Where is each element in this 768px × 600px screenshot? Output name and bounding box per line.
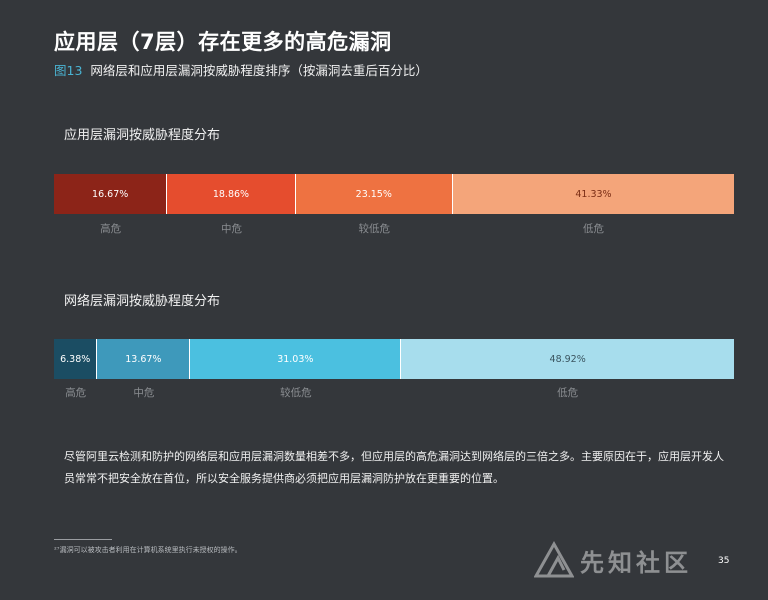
- watermark-text: 先知社区: [580, 548, 692, 577]
- footnote: ²⁷漏洞可以被攻击者利用在计算机系统里执行未授权的操作。: [54, 546, 242, 554]
- body-paragraph: 尽管阿里云检测和防护的网络层和应用层漏洞数量相差不多，但应用层的高危漏洞达到网络…: [64, 450, 724, 485]
- bar-segment: 18.86%: [167, 174, 296, 214]
- stacked-bar-network-layer: 6.38% 13.67% 31.03% 48.92%: [54, 339, 734, 379]
- category-label: 高危: [100, 223, 122, 235]
- watermark-logo-icon: [534, 540, 574, 578]
- category-label: 较低危: [280, 387, 312, 399]
- category-labels-network-layer: 高危 中危 较低危 低危: [54, 385, 734, 401]
- bar-segment: 13.67%: [97, 339, 191, 379]
- category-label: 中危: [133, 387, 155, 399]
- bar-segment: 23.15%: [295, 174, 453, 214]
- data-label: 6.38%: [60, 353, 91, 365]
- watermark: 先知社区: [534, 540, 692, 580]
- footnote-divider: [54, 539, 112, 540]
- bar-segment: 16.67%: [54, 174, 168, 214]
- data-label: 13.67%: [125, 353, 162, 365]
- chart-title-network-layer: 网络层漏洞按威胁程度分布: [64, 294, 221, 309]
- bar-segment: 6.38%: [54, 339, 98, 379]
- category-label: 高危: [65, 387, 87, 399]
- category-label: 中危: [220, 223, 242, 235]
- category-label: 低危: [557, 387, 579, 399]
- figure-caption: 图13 网络层和应用层漏洞按威胁程度排序（按漏洞去重后百分比）: [54, 60, 428, 79]
- data-label: 41.33%: [575, 188, 612, 200]
- category-label: 低危: [582, 223, 604, 235]
- category-labels-application-layer: 高危 中危 较低危 低危: [54, 221, 734, 237]
- page-title: 应用层（7层）存在更多的高危漏洞: [54, 30, 392, 54]
- bar-segment: 31.03%: [190, 339, 402, 379]
- figure-subtitle: 网络层和应用层漏洞按威胁程度排序（按漏洞去重后百分比）: [90, 63, 428, 78]
- bar-segment: 41.33%: [452, 174, 734, 214]
- bar-segment: 48.92%: [401, 339, 734, 379]
- category-label: 较低危: [358, 223, 391, 235]
- data-label: 18.86%: [212, 188, 250, 200]
- data-label: 23.15%: [355, 188, 392, 200]
- chart-title-application-layer: 应用层漏洞按威胁程度分布: [64, 128, 221, 143]
- data-label: 16.67%: [92, 188, 129, 200]
- data-label: 48.92%: [549, 353, 586, 365]
- stacked-bar-application-layer: 16.67% 18.86% 23.15% 41.33%: [54, 174, 734, 214]
- data-label: 31.03%: [277, 353, 314, 365]
- figure-label: 图13: [54, 63, 83, 78]
- page-number: 35: [718, 556, 730, 566]
